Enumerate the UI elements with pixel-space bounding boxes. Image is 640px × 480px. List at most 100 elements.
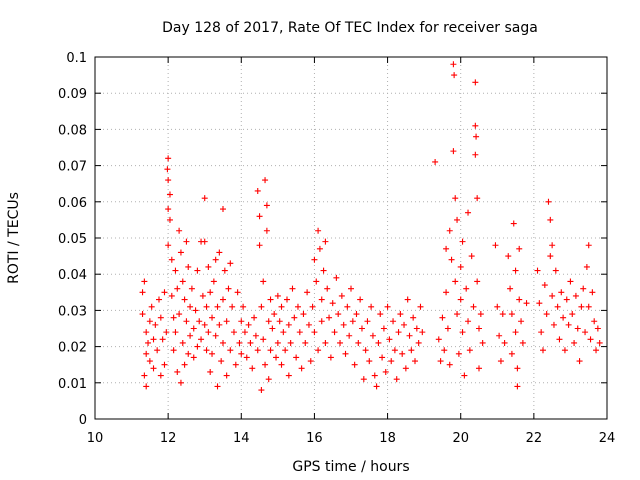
y-tick-label: 0.01	[58, 377, 87, 392]
data-point	[455, 350, 462, 357]
x-tick-label: 16	[306, 431, 323, 446]
data-point	[285, 372, 292, 379]
y-axis-label: ROTI / TECUs	[6, 192, 22, 284]
data-point	[446, 361, 453, 368]
data-point	[185, 350, 192, 357]
data-point	[591, 318, 598, 325]
data-point	[477, 311, 484, 318]
data-point	[386, 336, 393, 343]
data-point	[585, 242, 592, 249]
data-point	[269, 325, 276, 332]
data-point	[210, 278, 217, 285]
data-point	[252, 332, 259, 339]
data-point	[324, 285, 331, 292]
data-point	[338, 292, 345, 299]
data-point	[476, 365, 482, 372]
y-tick-label: 0	[79, 413, 87, 428]
data-point	[582, 329, 589, 336]
data-point	[371, 372, 378, 379]
data-point	[177, 249, 184, 256]
data-point	[192, 307, 199, 314]
data-point	[415, 339, 422, 346]
data-point	[578, 303, 585, 310]
y-tick-label: 0.02	[58, 341, 87, 356]
data-point	[390, 318, 397, 325]
data-point	[496, 332, 503, 339]
data-point	[516, 245, 523, 252]
data-point	[163, 329, 170, 336]
data-point	[444, 325, 451, 332]
data-point	[179, 278, 186, 285]
data-point	[227, 347, 234, 354]
data-point	[177, 379, 184, 386]
data-point	[473, 133, 480, 140]
x-tick-label: 12	[160, 431, 177, 446]
data-point	[355, 339, 362, 346]
data-point	[265, 376, 272, 383]
data-point	[143, 329, 150, 336]
data-point	[536, 300, 543, 307]
data-point	[380, 325, 387, 332]
data-point	[157, 314, 164, 321]
data-point	[377, 311, 384, 318]
data-point	[574, 325, 581, 332]
data-point	[170, 314, 177, 321]
data-point	[168, 256, 175, 263]
data-point	[408, 347, 415, 354]
data-point	[260, 336, 267, 343]
data-point	[311, 329, 318, 336]
data-point	[315, 227, 322, 234]
y-tick-label: 0.09	[58, 87, 87, 102]
data-point	[156, 296, 162, 303]
data-point	[274, 339, 281, 346]
data-point	[165, 206, 172, 213]
y-tick-label: 0.1	[66, 51, 87, 66]
data-point	[318, 296, 325, 303]
data-point	[514, 365, 521, 372]
data-point	[161, 361, 168, 368]
data-point	[397, 311, 404, 318]
data-point	[443, 289, 450, 296]
data-point	[465, 318, 472, 325]
data-point	[439, 314, 446, 321]
data-point	[358, 325, 365, 332]
data-point	[280, 329, 287, 336]
data-point	[166, 191, 173, 198]
data-point	[349, 318, 356, 325]
data-point	[448, 256, 455, 263]
data-point	[437, 358, 444, 365]
data-point	[223, 318, 230, 325]
data-point	[245, 321, 252, 328]
data-point	[220, 296, 226, 303]
data-point	[401, 321, 408, 328]
data-point	[479, 339, 486, 346]
data-point	[463, 285, 470, 292]
data-point	[388, 358, 395, 365]
data-point	[262, 361, 269, 368]
data-point	[379, 354, 386, 361]
x-tick-label: 20	[452, 431, 469, 446]
data-point	[273, 354, 280, 361]
data-point	[141, 372, 148, 379]
data-point	[274, 292, 281, 299]
data-point	[476, 325, 482, 332]
data-point	[516, 296, 523, 303]
data-point	[287, 339, 294, 346]
y-tick-label: 0.08	[58, 123, 87, 138]
data-point	[538, 329, 545, 336]
data-point	[589, 289, 596, 296]
data-point	[556, 336, 563, 343]
data-point	[351, 361, 358, 368]
data-point	[260, 278, 267, 285]
data-point	[446, 227, 453, 234]
data-point	[541, 282, 548, 289]
data-point	[212, 256, 219, 263]
data-point	[554, 303, 561, 310]
data-point	[247, 339, 254, 346]
data-point	[174, 368, 181, 375]
data-point	[348, 285, 354, 292]
data-point	[198, 336, 205, 343]
data-point	[596, 339, 603, 346]
data-point	[143, 383, 150, 390]
